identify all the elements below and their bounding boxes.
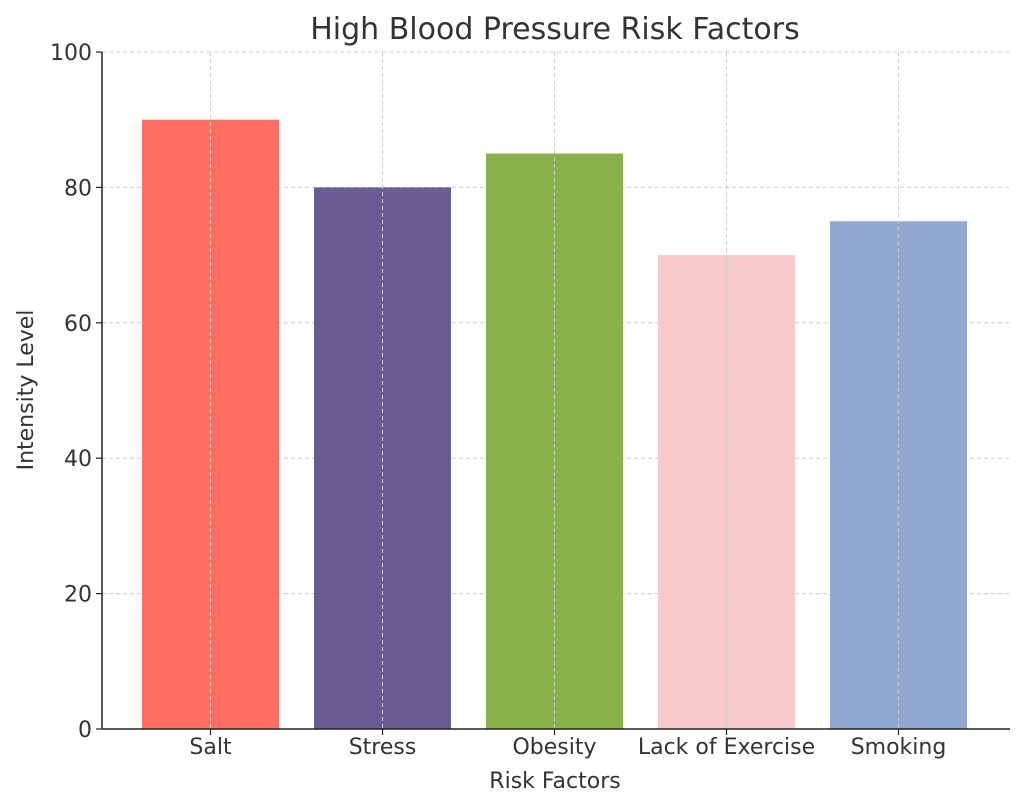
axes — [101, 52, 1010, 730]
x-tick-label: Lack of Exercise — [638, 735, 815, 760]
y-axis-label: Intensity Level — [14, 310, 39, 471]
bars — [142, 52, 967, 730]
y-tick-label: 40 — [64, 447, 92, 472]
x-tick-label: Obesity — [512, 735, 596, 760]
y-tick-label: 80 — [64, 176, 92, 201]
y-tick-label: 20 — [64, 583, 92, 608]
y-tick-label: 100 — [50, 41, 92, 66]
ticks: 0 20 40 60 80 100 Salt Stress Obesity Lack of Exe… — [50, 41, 946, 760]
chart-title: High Blood Pressure Risk Factors — [310, 12, 800, 47]
x-axis-label: Risk Factors — [489, 769, 620, 794]
y-tick-label: 60 — [64, 312, 92, 337]
x-tick-label: Smoking — [851, 735, 947, 760]
y-tick-label: 0 — [78, 718, 92, 743]
x-tick-label: Stress — [349, 735, 417, 760]
x-tick-label: Salt — [189, 735, 232, 760]
